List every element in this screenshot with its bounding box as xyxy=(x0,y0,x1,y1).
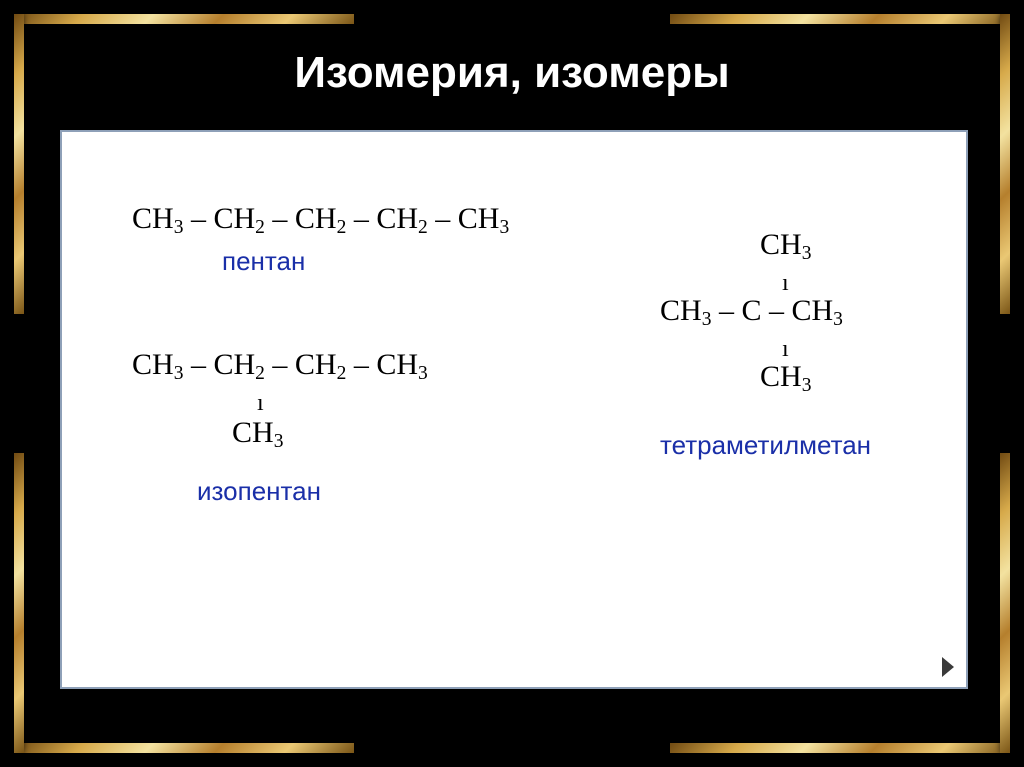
bond-vertical: ı xyxy=(257,386,264,416)
frame-segment xyxy=(670,14,1010,24)
frame-segment xyxy=(14,453,24,753)
formula-tmm-top: CH3 xyxy=(760,230,811,263)
frame-segment xyxy=(670,743,1010,753)
slide-title: Изомерия, изомеры xyxy=(0,48,1024,98)
formula-tmm-mid: CH3 – C – CH3 xyxy=(660,296,843,329)
frame-segment xyxy=(14,14,354,24)
slide-stage: Изомерия, изомеры CH3 – CH2 – CH2 – CH2 … xyxy=(0,0,1024,767)
formula-isopentane-row1: CH3 – CH2 – CH2 – CH3 xyxy=(132,350,428,383)
frame-segment xyxy=(1000,453,1010,753)
frame-segment xyxy=(14,743,354,753)
formula-pentane: CH3 – CH2 – CH2 – CH2 – CH3 xyxy=(132,204,509,237)
next-slide-icon[interactable] xyxy=(942,657,954,677)
bond-vertical: ı xyxy=(782,266,789,296)
formula-isopentane-row2: CH3 xyxy=(232,418,283,451)
label-isopentane: изопентан xyxy=(197,476,321,507)
label-tetramethylmethane: тетраметилметан xyxy=(660,430,871,461)
content-panel: CH3 – CH2 – CH2 – CH2 – CH3 пентан CH3 –… xyxy=(60,130,968,689)
formula-tmm-bot: CH3 xyxy=(760,362,811,395)
bond-vertical: ı xyxy=(782,332,789,362)
label-pentane: пентан xyxy=(222,246,305,277)
